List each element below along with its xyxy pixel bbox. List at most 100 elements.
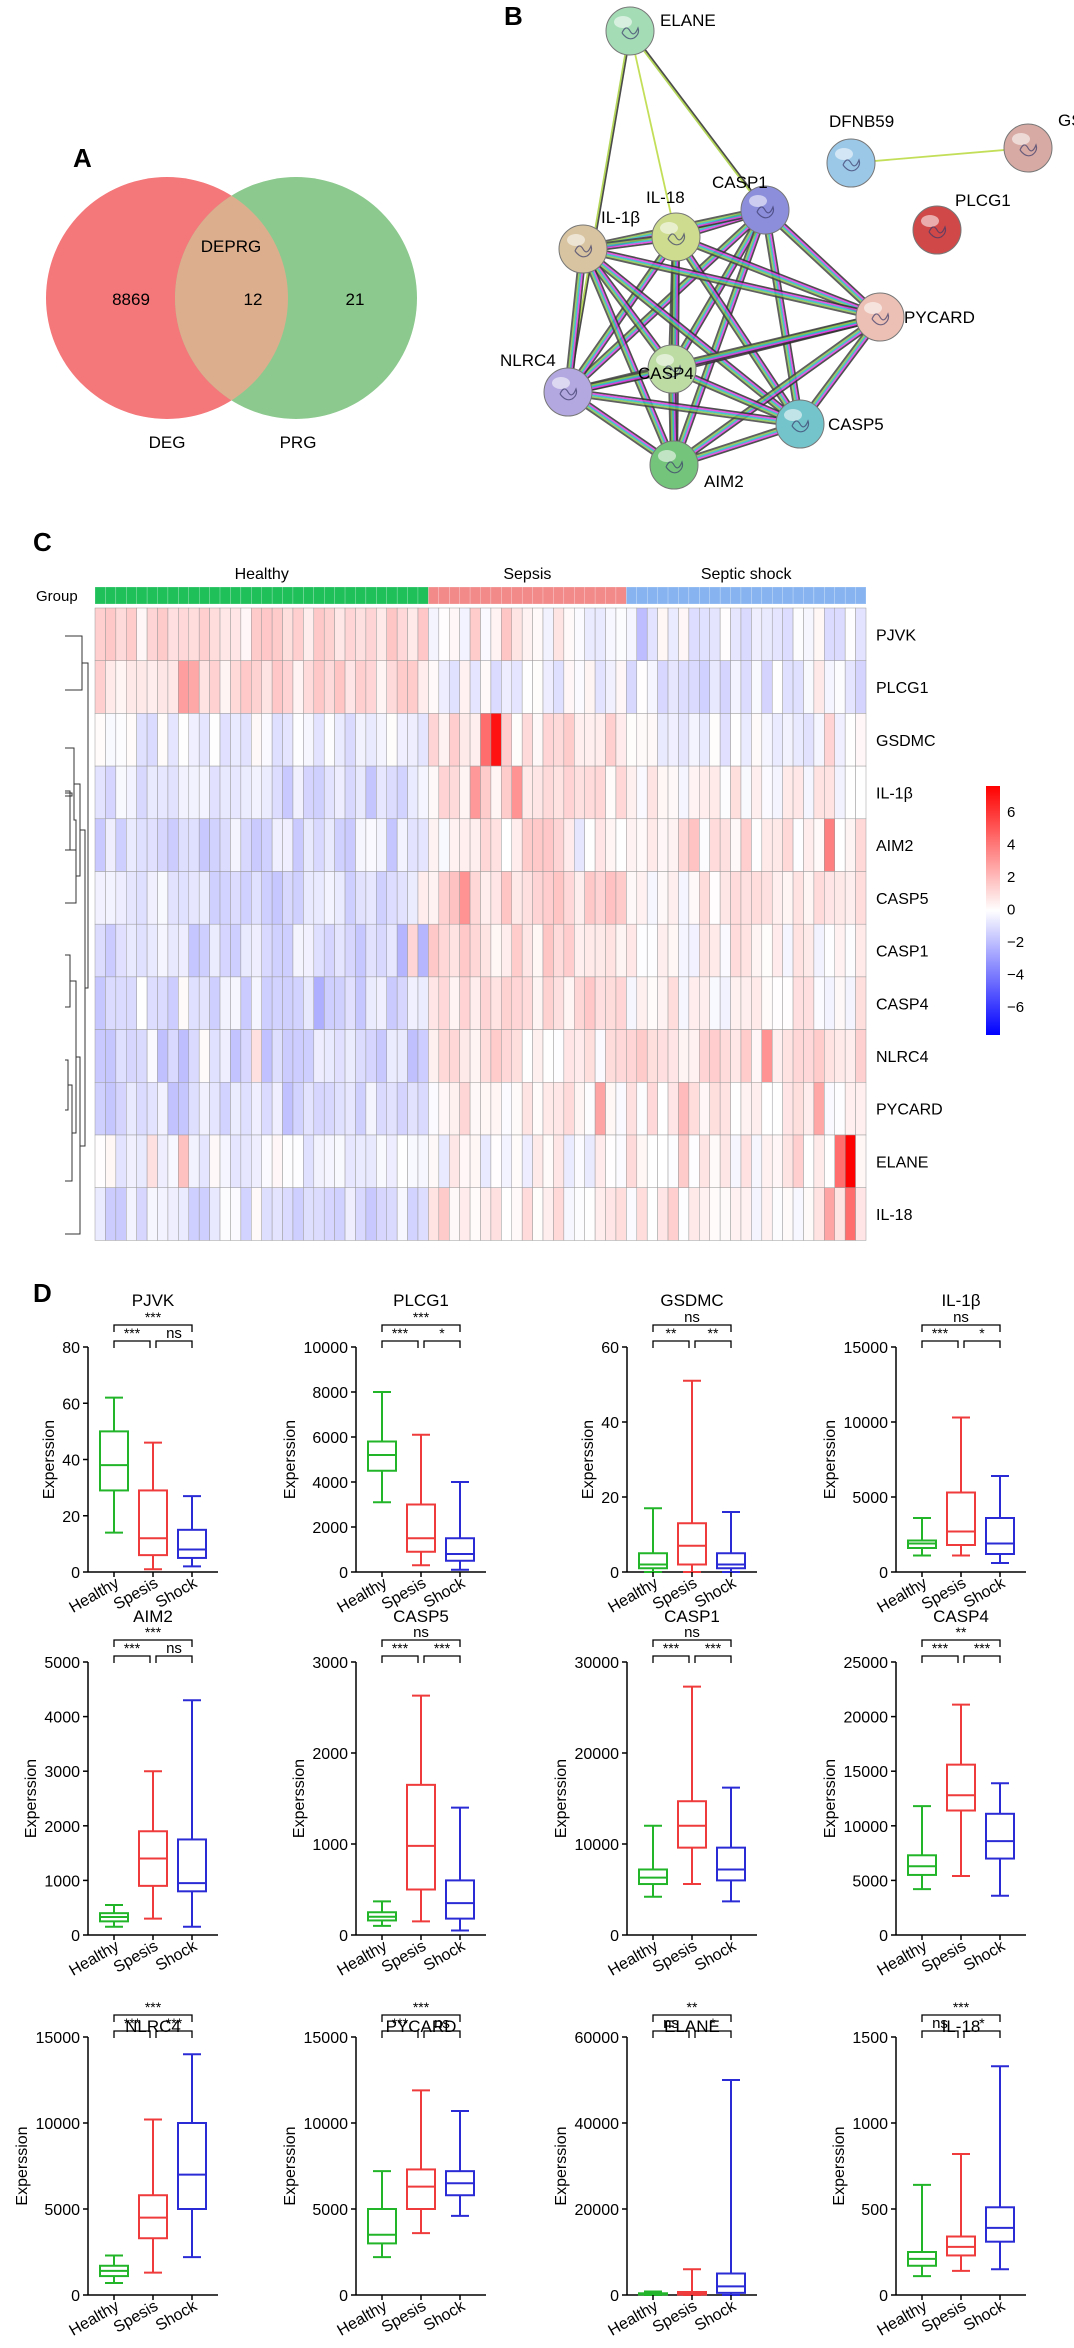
heatmap-cell [740,607,752,661]
y-axis-label: Experssion [822,1759,839,1838]
heatmap-cell [271,818,283,872]
group-bar-cell [94,586,106,605]
heatmap-cell [198,713,210,767]
heatmap-cell [94,871,106,925]
heatmap-cell [386,871,398,925]
heatmap-cell [344,1187,356,1241]
heatmap-cell [626,1187,638,1241]
significance-label: ns [932,2015,948,2032]
heatmap-cell [376,713,387,767]
edge-CASP1-NLRC4 [565,206,768,396]
significance-bracket: ** [652,1325,690,1348]
box-shock [445,1481,475,1571]
heatmap-cell [417,765,429,820]
y-tick-label: 20000 [575,2202,620,2219]
heatmap-cell [292,1134,304,1188]
x-tick-label: Spesis [379,1938,429,1977]
heatmap-cell [136,976,148,1030]
group-bar-cell [574,586,585,605]
heatmap-cell [230,976,242,1030]
box-spesis [677,1379,707,1573]
heatmap-cell [803,607,815,661]
heatmap-cell [323,871,335,925]
heatmap-cell [792,1134,804,1188]
heatmap-cell [126,660,137,714]
heatmap-cell [751,1082,763,1136]
heatmap-cell [594,976,606,1030]
group-bar-cell [407,586,419,605]
heatmap-cell [167,1029,179,1083]
heatmap-cell [626,1029,638,1083]
heatmap-cell [834,1082,846,1136]
node-structure [665,460,684,474]
heatmap-cell [271,1082,283,1136]
heatmap-cell [542,1082,554,1136]
bracket-line [113,1324,193,1332]
heatmap-cell [521,660,533,714]
significance-label: ns [413,1624,429,1641]
heatmap-cell [615,1187,627,1241]
y-tick-label: 0 [339,1565,348,1582]
box-spesis [138,1770,168,1920]
heatmap-cell [563,660,575,714]
heatmap-cell [365,765,377,820]
heatmap-cell [448,1134,460,1188]
heatmap-cell [126,607,137,661]
heatmap-cell [469,818,481,872]
heatmap-cell [261,1082,273,1136]
heatmap-cell [521,1029,533,1083]
heatmap-cell [407,871,419,925]
significance-label: *** [392,1325,409,1341]
heatmap-cell [761,871,773,925]
gene-label-0: PJVK [876,627,916,644]
significance-bracket: ns [652,2015,690,2038]
heatmap-cell [126,765,137,820]
heatmap-cell [834,765,846,820]
edge-PYCARD-AIM2 [671,313,883,469]
boxplot-title: CASP1 [664,1607,720,1626]
bracket-line [155,1655,193,1663]
heatmap-cell [271,871,283,925]
venn-right-count: 21 [346,290,365,309]
heatmap-cell [730,1187,742,1241]
heatmap-cell [657,607,669,661]
heatmap-cell [480,1187,492,1241]
significance-label: *** [932,1640,949,1656]
group-bar-cell [480,586,492,605]
heatmap-cell [417,976,429,1030]
heatmap-cell [126,923,137,978]
heatmap-cell [803,765,815,820]
significance-bracket: ns [652,1309,732,1332]
heatmap-cell [209,923,221,978]
heatmap-cell [824,1082,835,1136]
heatmap-cell [459,1134,471,1188]
y-tick-label: 0 [879,1928,888,1945]
heatmap-cell [740,713,752,767]
heatmap-cell [844,1082,856,1136]
heatmap-cell [448,871,460,925]
heatmap-cell [678,713,690,767]
heatmap-cell [105,713,117,767]
heatmap-cell [146,976,158,1030]
group-bar-cell [772,586,783,605]
node-highlight [614,16,632,28]
heatmap-cell [355,818,367,872]
bracket-line [694,1655,732,1663]
box-iqr [138,1489,168,1557]
group-bar-cell [188,586,200,605]
heatmap-cell [188,976,200,1030]
heatmap-cell [803,871,815,925]
heatmap-cell [678,765,690,820]
heatmap-cell [313,923,325,978]
heatmap-cell [303,818,315,872]
heatmap-cell [542,607,554,661]
heatmap-cell [699,1082,710,1136]
heatmap-cell [251,871,262,925]
heatmap-cell [94,660,106,714]
heatmap-cell [782,713,794,767]
significance-label: *** [663,1640,680,1656]
heatmap-cell [584,1187,596,1241]
group-bar-cell [490,586,502,605]
heatmap-cell [428,1134,440,1188]
heatmap-cell [469,1082,481,1136]
